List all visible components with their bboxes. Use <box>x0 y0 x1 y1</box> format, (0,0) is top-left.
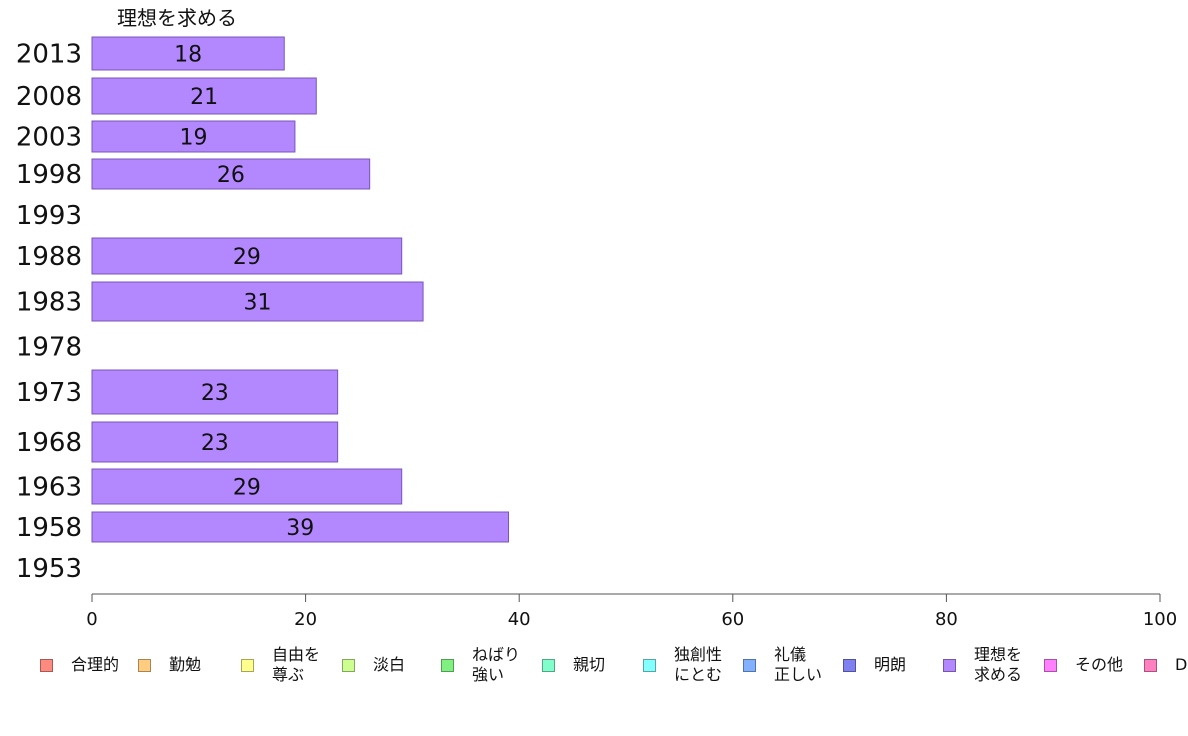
x-tick-label: 40 <box>508 609 531 630</box>
data-label: 29 <box>233 245 261 270</box>
legend-label: 自由を 尊ぶ <box>272 645 321 684</box>
legend-label: 合理的 <box>71 655 120 674</box>
legend: 合理的 勤勉 自由を 尊ぶ 淡白 ねばり 強い 親切 独創性 にとむ 礼儀 正しい 明朗 理想を … <box>0 640 1188 700</box>
legend-item: 勤勉 <box>138 640 201 690</box>
legend-item: 合理的 <box>40 640 119 690</box>
bar <box>91 369 339 415</box>
legend-swatch <box>342 658 355 672</box>
data-label: 23 <box>201 381 229 406</box>
legend-swatch <box>743 658 756 672</box>
bar <box>91 36 285 71</box>
legend-swatch <box>643 658 656 672</box>
bar <box>91 158 371 190</box>
legend-label: 理想を 求める <box>974 645 1023 684</box>
legend-label: 明朗 <box>874 655 907 674</box>
legend-swatch <box>40 658 53 672</box>
category-label: 1993 <box>16 201 82 231</box>
bars-group: 2013 18 2008 21 2003 19 1998 26 1993 1988 29 1983 31… <box>16 36 510 584</box>
legend-label: 勤勉 <box>169 655 202 674</box>
legend-swatch <box>843 658 856 672</box>
data-label: 19 <box>179 126 207 151</box>
x-tick-label: 0 <box>86 609 97 630</box>
legend-swatch <box>542 658 555 672</box>
x-tick-label: 60 <box>721 609 744 630</box>
data-label: 31 <box>244 291 272 316</box>
legend-item: 理想を 求める <box>943 640 1022 690</box>
category-label: 1958 <box>16 513 82 543</box>
chart-title: 理想を求める <box>117 6 237 30</box>
legend-swatch <box>1144 658 1157 672</box>
category-label: 1963 <box>16 473 82 503</box>
legend-item: 礼儀 正しい <box>743 640 822 690</box>
legend-item: その他 <box>1044 640 1123 690</box>
legend-item: 自由を 尊ぶ <box>241 640 320 690</box>
data-label: 23 <box>201 431 229 456</box>
legend-label: 礼儀 正しい <box>774 645 823 684</box>
category-label: 1968 <box>16 428 82 458</box>
bar <box>91 120 296 153</box>
bar <box>91 237 403 275</box>
legend-label: 独創性 にとむ <box>674 645 723 684</box>
category-label: 1978 <box>16 333 82 363</box>
legend-swatch <box>943 658 956 672</box>
bar <box>91 421 339 463</box>
legend-item: 明朗 <box>843 640 906 690</box>
category-label: 2003 <box>16 123 82 153</box>
legend-label: D <box>1175 655 1188 674</box>
category-label: 1983 <box>16 288 82 318</box>
category-label: 1988 <box>16 242 82 272</box>
legend-item: D <box>1144 640 1187 690</box>
legend-swatch <box>138 658 151 672</box>
bar <box>91 468 403 505</box>
category-label: 2013 <box>16 40 82 70</box>
legend-item: 淡白 <box>342 640 405 690</box>
x-axis: 0 20 40 60 80 100 <box>86 593 1177 630</box>
legend-label: その他 <box>1075 655 1124 674</box>
legend-label: ねばり 強い <box>472 645 521 684</box>
legend-item: ねばり 強い <box>441 640 520 690</box>
legend-label: 淡白 <box>373 655 406 674</box>
legend-label: 親切 <box>573 655 606 674</box>
x-tick-label: 20 <box>294 609 317 630</box>
legend-swatch <box>241 658 254 672</box>
x-tick-label: 80 <box>935 609 958 630</box>
legend-swatch <box>1044 658 1057 672</box>
legend-swatch <box>441 658 454 672</box>
data-label: 21 <box>190 85 218 110</box>
bar <box>91 511 510 543</box>
data-label: 18 <box>174 43 202 68</box>
data-label: 29 <box>233 476 261 501</box>
legend-item: 独創性 にとむ <box>643 640 722 690</box>
category-label: 1973 <box>16 378 82 408</box>
data-label: 26 <box>217 163 245 188</box>
x-tick-label: 100 <box>1143 609 1177 630</box>
category-label: 1953 <box>16 554 82 584</box>
category-label: 1998 <box>16 160 82 190</box>
bar <box>91 281 424 322</box>
category-label: 2008 <box>16 82 82 112</box>
legend-item: 親切 <box>542 640 605 690</box>
bar <box>91 77 317 115</box>
data-label: 39 <box>286 516 314 541</box>
